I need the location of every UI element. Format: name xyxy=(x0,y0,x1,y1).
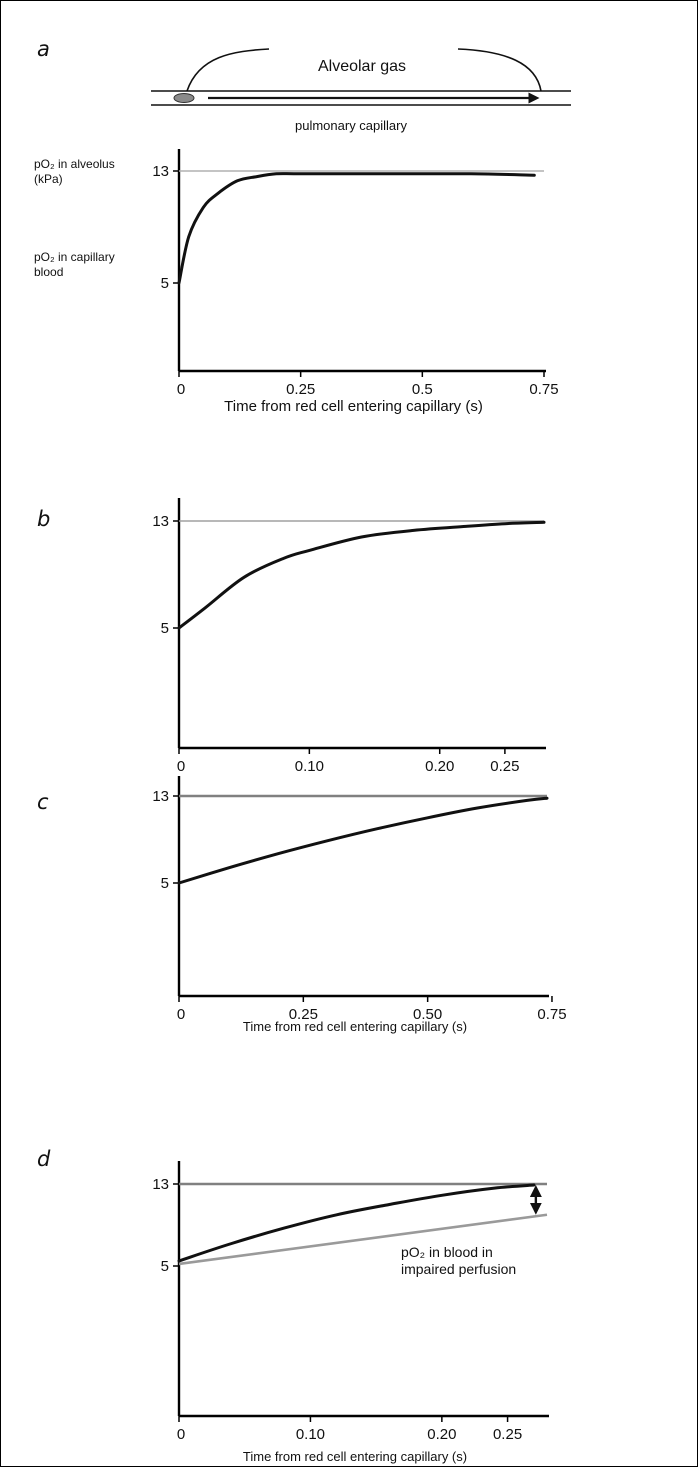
capillary-po2-curve-c xyxy=(177,796,549,885)
alveolar-gas-label: Alveolar gas xyxy=(318,58,406,75)
x-tick-label-c-0.25: 0.25 xyxy=(289,1006,318,1023)
x-tick-label-d-0.25: 0.25 xyxy=(493,1426,522,1443)
alveolus-po2-label: pO₂ in alveolus xyxy=(34,157,115,171)
y-tick-label-b-13: 13 xyxy=(152,513,169,530)
capillary-schematic: Alveolar gas pulmonary capillary xyxy=(151,48,571,133)
panel-letter-c: c xyxy=(37,790,49,814)
x-tick-label-b-0.20: 0.20 xyxy=(425,758,454,775)
x-tick-label-a-0.5: 0.5 xyxy=(412,381,433,398)
y-tick-label-a-5: 5 xyxy=(161,275,169,292)
pulmonary-capillary-label: pulmonary capillary xyxy=(295,118,407,133)
capillary-po2-curve-a xyxy=(177,172,536,285)
y-tick-label-c-5: 5 xyxy=(161,875,169,892)
alveolus-right-arc xyxy=(457,48,542,92)
capillary-po2-label: pO₂ in capillary xyxy=(34,250,115,264)
panel-letter-b: b xyxy=(37,507,50,531)
y-tick-label-d-13: 13 xyxy=(152,1176,169,1193)
capillary-po2-label-2: blood xyxy=(34,265,63,279)
panel-letter-d: d xyxy=(37,1147,51,1171)
x-tick-label-b-0.25: 0.25 xyxy=(490,758,519,775)
x-tick-label-b-0.10: 0.10 xyxy=(295,758,324,775)
x-tick-label-a-0: 0 xyxy=(177,381,185,398)
x-tick-label-d-0.10: 0.10 xyxy=(296,1426,325,1443)
impaired-perfusion-label-2: impaired perfusion xyxy=(401,1261,516,1277)
x-tick-label-c-0.50: 0.50 xyxy=(413,1006,442,1023)
y-tick-label-b-5: 5 xyxy=(161,620,169,637)
alveolus-left-arc xyxy=(186,48,270,92)
chart-panel-d: 13 5 0 0.10 0.20 0.25 Time from red cell enter… xyxy=(152,1161,549,1464)
x-tick-label-c-0: 0 xyxy=(177,1006,185,1023)
x-tick-label-b-0: 0 xyxy=(177,758,185,775)
x-tick-label-c-0.75: 0.75 xyxy=(537,1006,566,1023)
impaired-perfusion-line xyxy=(178,1213,548,1266)
x-tick-label-d-0: 0 xyxy=(177,1426,185,1443)
x-axis-label-a: Time from red cell entering capillary (s… xyxy=(224,398,483,415)
x-tick-label-a-0.75: 0.75 xyxy=(529,381,558,398)
chart-panel-c: 13 5 0 0.25 0.50 0.75 Time from red cell enter… xyxy=(152,776,567,1034)
capillary-po2-curve-b xyxy=(177,520,546,630)
x-axis-label-c: Time from red cell entering capillary (s… xyxy=(243,1019,467,1034)
chart-panel-b: 13 5 0 0.10 0.20 0.25 xyxy=(152,498,546,775)
capillary-po2-curve-d xyxy=(177,1183,536,1263)
alveolus-po2-unit-label: (kPa) xyxy=(34,172,63,186)
y-tick-label-d-5: 5 xyxy=(161,1258,169,1275)
x-axis-label-d: Time from red cell entering capillary (s… xyxy=(243,1449,467,1464)
panel-letter-a: a xyxy=(37,37,50,61)
red-cell-icon xyxy=(173,93,195,103)
y-tick-label-c-13: 13 xyxy=(152,788,169,805)
x-tick-label-d-0.20: 0.20 xyxy=(427,1426,456,1443)
impaired-perfusion-label: pO₂ in blood in xyxy=(401,1244,493,1260)
x-tick-label-a-0.25: 0.25 xyxy=(286,381,315,398)
chart-panel-a: 13 5 0 0.25 0.5 0.75 Time from red cell enteri… xyxy=(152,149,559,415)
y-tick-label-a-13: 13 xyxy=(152,163,169,180)
